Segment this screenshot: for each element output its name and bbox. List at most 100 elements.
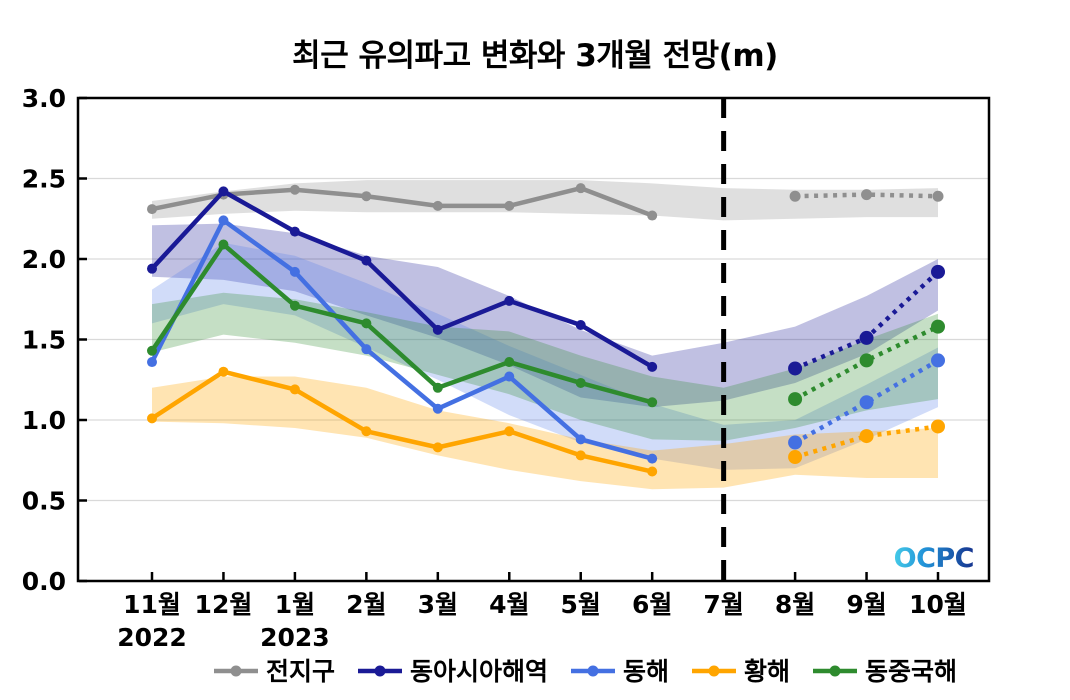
marker-global (432, 200, 443, 211)
x-tick-label-1월: 1월 (275, 590, 315, 619)
ocpc-logo: OCPC (894, 543, 974, 574)
marker-east-sea (432, 403, 443, 414)
y-tick-label-0.5: 0.5 (22, 487, 66, 516)
marker-east-china-sea (218, 239, 229, 250)
legend-label-east-sea: 동해 (622, 656, 669, 686)
marker-east-sea-forecast (931, 353, 945, 368)
x-tick-label-12월: 12월 (195, 590, 253, 619)
marker-global (289, 184, 300, 195)
marker-east-asia-sea (147, 263, 157, 274)
x-tick-label-2월: 2월 (346, 590, 386, 619)
legend-marker-east-china-sea (813, 665, 858, 677)
marker-east-china-sea-forecast (788, 392, 803, 407)
legend-item-global: 전지구 (213, 659, 335, 684)
legend-label-east-asia-sea: 동아시아해역 (409, 656, 548, 686)
x-tick-label-6월: 6월 (632, 590, 672, 619)
y-tick-label-3.0: 3.0 (22, 84, 66, 113)
line-east-china-sea-history (150, 242, 653, 405)
x-tick-label-5월: 5월 (561, 590, 601, 619)
marker-east-asia-sea (647, 361, 658, 372)
y-tick-label-0.0: 0.0 (22, 567, 66, 596)
marker-global-forecast (789, 190, 801, 202)
marker-east-sea (218, 215, 229, 226)
marker-yellow-sea (218, 366, 229, 377)
legend-marker-east-asia-sea (357, 665, 402, 677)
marker-yellow-sea-forecast (859, 429, 874, 444)
line-global-history (151, 185, 653, 218)
line-yellow-sea-history (150, 369, 653, 474)
marker-yellow-sea (504, 426, 515, 437)
marker-east-china-sea (361, 318, 372, 329)
legend: 전지구 동아시아해역 동해 황해 동중국해 (100, 650, 1070, 692)
marker-east-china-sea-forecast (931, 319, 945, 334)
line-east-asia-sea-history (150, 189, 654, 369)
marker-east-china-sea (147, 345, 157, 356)
legend-label-global: 전지구 (265, 656, 335, 686)
axes-frame (76, 96, 991, 583)
legend-item-east-sea: 동해 (570, 659, 669, 684)
x-tick-label-10월: 10월 (909, 590, 967, 619)
marker-global (504, 200, 515, 211)
marker-east-china-sea (504, 357, 515, 368)
legend-marker-east-sea (570, 665, 615, 677)
marker-east-china-sea (647, 397, 658, 408)
x-year-label-2022: 2022 (117, 623, 187, 652)
marker-east-sea-forecast (859, 395, 874, 410)
marker-yellow-sea (361, 426, 372, 437)
marker-east-asia-sea (361, 255, 372, 266)
legend-marker-yellow-sea (692, 665, 736, 677)
y-tick-label-2.0: 2.0 (22, 245, 66, 274)
band-east-asia-sea (152, 223, 938, 408)
x-tick-label-8월: 8월 (775, 590, 815, 619)
y-tick-label-2.5: 2.5 (22, 165, 66, 194)
marker-yellow-sea-forecast (931, 419, 945, 434)
x-tick-label-4월: 4월 (489, 590, 529, 619)
x-tick-label-9월: 9월 (846, 590, 886, 619)
line-east-china-sea-forecast (794, 324, 939, 402)
marker-east-asia-sea (504, 295, 515, 306)
marker-east-sea (647, 453, 658, 464)
x-tick-label-7월: 7월 (703, 590, 743, 619)
marker-east-sea (575, 434, 586, 445)
chart-title: 최근 유의파고 변화와 3개월 전망(m) (292, 38, 778, 74)
legend-item-yellow-sea: 황해 (691, 659, 790, 684)
y-tick-label-1.0: 1.0 (22, 406, 66, 435)
marker-global (647, 210, 658, 221)
marker-global-forecast (932, 190, 944, 202)
marker-yellow-sea (147, 413, 157, 424)
marker-east-asia-sea (432, 324, 443, 335)
marker-global-forecast (861, 189, 873, 201)
marker-east-asia-sea (289, 226, 300, 237)
legend-item-east-asia-sea: 동아시아해역 (357, 659, 548, 684)
marker-yellow-sea-forecast (788, 450, 803, 465)
marker-east-china-sea (289, 300, 300, 311)
band-yellow-sea (152, 376, 938, 490)
y-tick-label-1.5: 1.5 (22, 326, 66, 355)
legend-item-east-china-sea: 동중국해 (812, 659, 957, 684)
band-east-sea (152, 242, 938, 470)
marker-yellow-sea (647, 466, 658, 477)
marker-east-china-sea-forecast (859, 353, 874, 368)
marker-east-asia-sea (218, 186, 229, 197)
marker-yellow-sea (289, 384, 300, 395)
marker-yellow-sea (432, 442, 443, 453)
legend-label-yellow-sea: 황해 (744, 656, 791, 686)
marker-east-asia-sea-forecast (931, 264, 945, 279)
x-tick-label-11월: 11월 (123, 590, 181, 619)
line-east-sea-history (149, 218, 653, 461)
x-tick-label-3월: 3월 (418, 590, 458, 619)
marker-east-china-sea (575, 377, 586, 388)
legend-marker-global (213, 665, 258, 677)
marker-global (575, 183, 586, 194)
marker-east-asia-sea-forecast (859, 330, 874, 345)
marker-east-sea (361, 344, 372, 355)
marker-east-sea (147, 357, 157, 368)
marker-east-sea (289, 266, 300, 277)
marker-east-sea (504, 371, 515, 382)
band-global (152, 180, 938, 221)
marker-global (361, 191, 372, 202)
marker-east-sea-forecast (788, 435, 803, 450)
marker-yellow-sea (575, 450, 586, 461)
